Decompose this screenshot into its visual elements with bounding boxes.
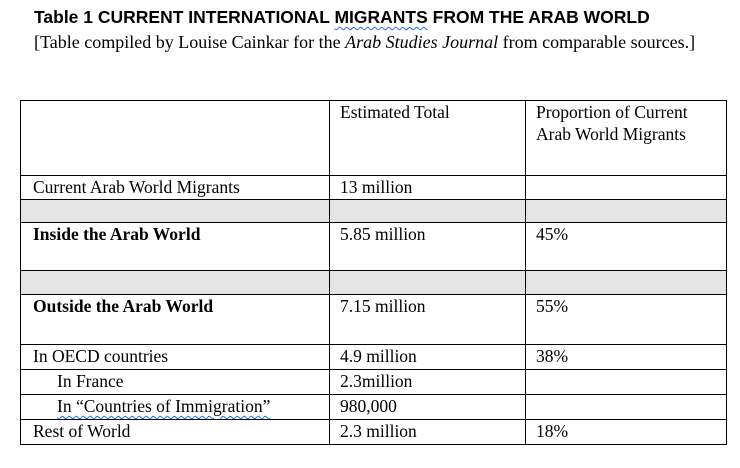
title-suffix: FROM THE ARAB WORLD (427, 7, 650, 27)
header-cell-proportion[interactable]: Proportion of Current Arab World Migrant… (525, 100, 727, 176)
migrants-table: Estimated Total Proportion of Current Ar… (20, 100, 727, 445)
row-total[interactable] (329, 270, 526, 295)
table-row: In France 2.3million (20, 369, 727, 395)
row-label[interactable]: Current Arab World Migrants (20, 175, 330, 200)
row-label[interactable]: Inside the Arab World (20, 222, 330, 271)
row-label[interactable]: Rest of World (20, 419, 330, 445)
row-proportion[interactable]: 45% (525, 222, 727, 271)
table-spacer-row (20, 199, 727, 223)
row-proportion[interactable] (525, 394, 727, 420)
table-header-row: Estimated Total Proportion of Current Ar… (20, 100, 727, 176)
row-proportion[interactable] (525, 369, 727, 395)
subtitle-journal: Arab Studies Journal (345, 32, 499, 52)
row-proportion[interactable]: 18% (525, 419, 727, 445)
row-label[interactable]: Outside the Arab World (20, 294, 330, 345)
row-label[interactable]: In OECD countries (20, 344, 330, 370)
row-total[interactable]: 13 million (329, 175, 526, 200)
row-label[interactable] (20, 199, 330, 223)
row-label[interactable]: In “Countries of Immigration” (20, 394, 330, 420)
row-label[interactable]: In France (20, 369, 330, 395)
row-label-text: In “Countries of Immigration” (57, 396, 271, 416)
table-row: In OECD countries 4.9 million 38% (20, 344, 727, 370)
row-total[interactable]: 5.85 million (329, 222, 526, 271)
header-estimated-total-text: Estimated Total (340, 102, 450, 122)
title-flagged-word[interactable]: MIGRANTS (334, 7, 428, 27)
table-subtitle: [Table compiled by Louise Cainkar for th… (34, 31, 734, 53)
table-row: Rest of World 2.3 million 18% (20, 419, 727, 445)
table-spacer-row (20, 270, 727, 295)
title-prefix: Table 1 CURRENT INTERNATIONAL (34, 7, 335, 27)
row-proportion[interactable] (525, 175, 727, 200)
subtitle-after: from comparable sources.] (498, 32, 696, 52)
row-total[interactable] (329, 199, 526, 223)
table-row: Outside the Arab World 7.15 million 55% (20, 294, 727, 345)
row-total[interactable]: 2.3million (329, 369, 526, 395)
row-total[interactable]: 980,000 (329, 394, 526, 420)
table-row: Current Arab World Migrants 13 million (20, 175, 727, 200)
table-title: Table 1 CURRENT INTERNATIONAL MIGRANTS F… (34, 6, 650, 28)
header-cell-label[interactable] (20, 100, 330, 176)
row-proportion[interactable] (525, 199, 727, 223)
row-proportion[interactable]: 38% (525, 344, 727, 370)
row-proportion[interactable]: 55% (525, 294, 727, 345)
row-total[interactable]: 2.3 million (329, 419, 526, 445)
subtitle-before: [Table compiled by Louise Cainkar for th… (34, 32, 346, 52)
row-total[interactable]: 4.9 million (329, 344, 526, 370)
table-row: Inside the Arab World 5.85 million 45% (20, 222, 727, 271)
row-label[interactable] (20, 270, 330, 295)
header-cell-estimated-total[interactable]: Estimated Total (329, 100, 526, 176)
row-proportion[interactable] (525, 270, 727, 295)
row-total[interactable]: 7.15 million (329, 294, 526, 345)
table-row: In “Countries of Immigration” 980,000 (20, 394, 727, 420)
